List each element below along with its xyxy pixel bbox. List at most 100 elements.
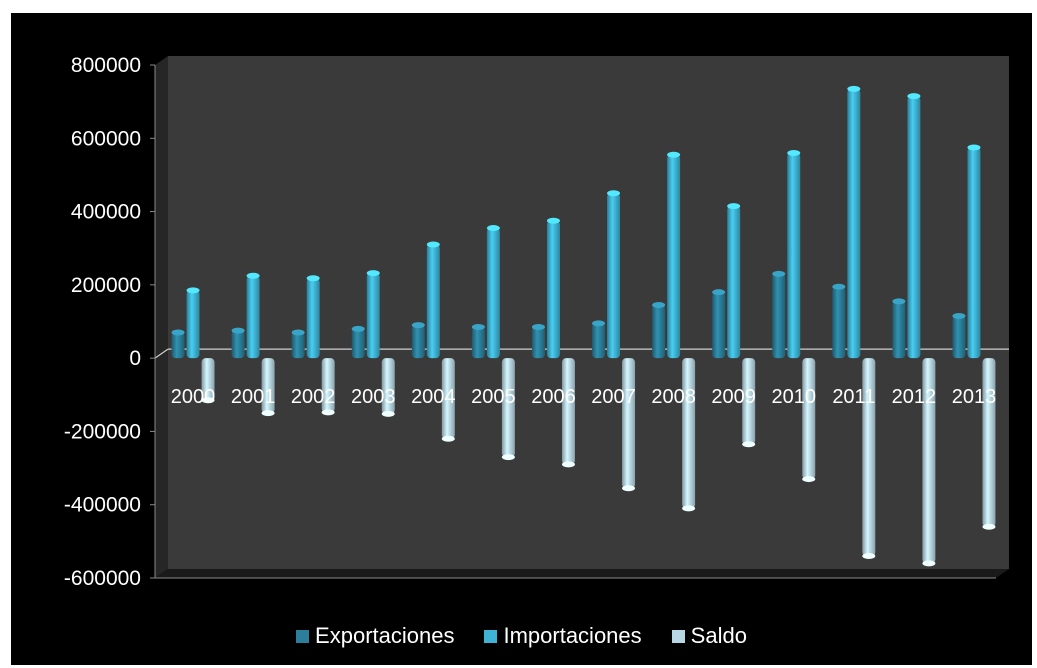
x-tick-label: 2002	[291, 386, 336, 408]
bar-cap	[501, 454, 515, 461]
bar-cap	[592, 320, 606, 327]
x-tick-label: 2008	[651, 386, 696, 408]
bar-body	[622, 358, 636, 489]
bar-cap	[321, 409, 335, 416]
x-tick-label: 2010	[772, 386, 817, 408]
bar	[952, 313, 966, 359]
bar	[922, 358, 936, 567]
bar-cap	[411, 322, 425, 329]
bar-cap	[667, 151, 681, 158]
bar	[967, 144, 981, 359]
x-tick-label: 2006	[531, 386, 576, 408]
y-tick-label: 0	[129, 347, 141, 370]
bar-cap	[922, 560, 936, 567]
bar-cap	[546, 217, 560, 224]
bar	[592, 320, 606, 359]
bar-cap	[171, 329, 185, 336]
bar	[306, 275, 320, 359]
y-tick-label: -200000	[64, 420, 141, 443]
bar-body	[802, 358, 816, 480]
bar	[727, 203, 741, 359]
bar-cap	[231, 327, 245, 334]
bar-cap	[652, 302, 666, 309]
bar	[441, 358, 455, 442]
bar-body	[486, 228, 500, 359]
bar	[411, 322, 425, 359]
bar-body	[862, 358, 876, 557]
bar	[501, 358, 515, 461]
bar	[712, 289, 726, 359]
bar-body	[411, 325, 425, 359]
bar-body	[171, 332, 185, 359]
legend-swatch	[296, 629, 310, 643]
bar-body	[471, 326, 485, 359]
bar-cap	[982, 523, 996, 530]
bar-cap	[967, 144, 981, 151]
bar	[907, 93, 921, 359]
bar-body	[441, 358, 455, 439]
legend-item: Saldo	[671, 623, 747, 649]
bar-cap	[847, 85, 861, 92]
bar-cap	[907, 93, 921, 100]
x-tick-label: 2012	[892, 386, 937, 408]
bar	[667, 151, 681, 359]
bar	[366, 270, 380, 359]
bar-cap	[832, 283, 846, 290]
floor	[155, 569, 1009, 578]
bar-body	[201, 358, 215, 401]
bar-cap	[201, 397, 215, 404]
bar-body	[847, 88, 861, 359]
x-tick-label: 2003	[351, 386, 396, 408]
bar-body	[892, 301, 906, 359]
bar-cap	[261, 410, 275, 417]
bar-cap	[306, 275, 320, 282]
bar-body	[546, 220, 560, 359]
y-tick-label: 400000	[71, 201, 141, 224]
bar-cap	[426, 241, 440, 248]
bar-marks	[171, 85, 996, 567]
bar	[186, 287, 200, 359]
bar	[832, 283, 846, 359]
bar	[321, 358, 335, 416]
y-axis: 800000 600000 400000 200000 0 -200000 -400000 -…	[64, 54, 155, 590]
x-tick-label: 2011	[832, 386, 875, 408]
bar	[682, 358, 696, 512]
bar-body	[306, 278, 320, 359]
bar-cap	[486, 225, 500, 232]
bar-cap	[441, 435, 455, 442]
bar-body	[712, 292, 726, 359]
bar-body	[321, 358, 335, 413]
y-tick-label: 800000	[71, 54, 141, 77]
bar-cap	[381, 410, 395, 417]
bar-body	[652, 305, 666, 359]
bar-cap	[862, 553, 876, 560]
bar	[742, 358, 756, 448]
bar	[546, 217, 560, 359]
bar	[607, 190, 621, 359]
bar	[802, 358, 816, 483]
bar-cap	[561, 461, 575, 468]
legend: Exportaciones Importaciones Saldo	[11, 623, 1032, 649]
bar-cap	[366, 270, 380, 277]
bar-body	[667, 154, 681, 359]
bar	[231, 327, 245, 359]
bar-body	[592, 323, 606, 359]
bar-cap	[291, 329, 305, 336]
bar	[772, 270, 786, 359]
bar-cap	[471, 323, 485, 330]
bar	[261, 358, 275, 417]
plot-area	[154, 56, 1009, 579]
bar-body	[501, 358, 515, 458]
bar-body	[246, 275, 260, 359]
bar-body	[832, 286, 846, 359]
bar-cap	[246, 272, 260, 279]
bar-body	[351, 328, 365, 359]
legend-item: Importaciones	[484, 623, 642, 649]
bar-cap	[742, 441, 756, 448]
legend-swatch	[484, 629, 498, 643]
back-wall	[168, 56, 1009, 569]
legend-label: Importaciones	[503, 623, 642, 648]
bar	[426, 241, 440, 359]
x-tick-label: 2009	[711, 386, 756, 408]
bar	[892, 298, 906, 359]
